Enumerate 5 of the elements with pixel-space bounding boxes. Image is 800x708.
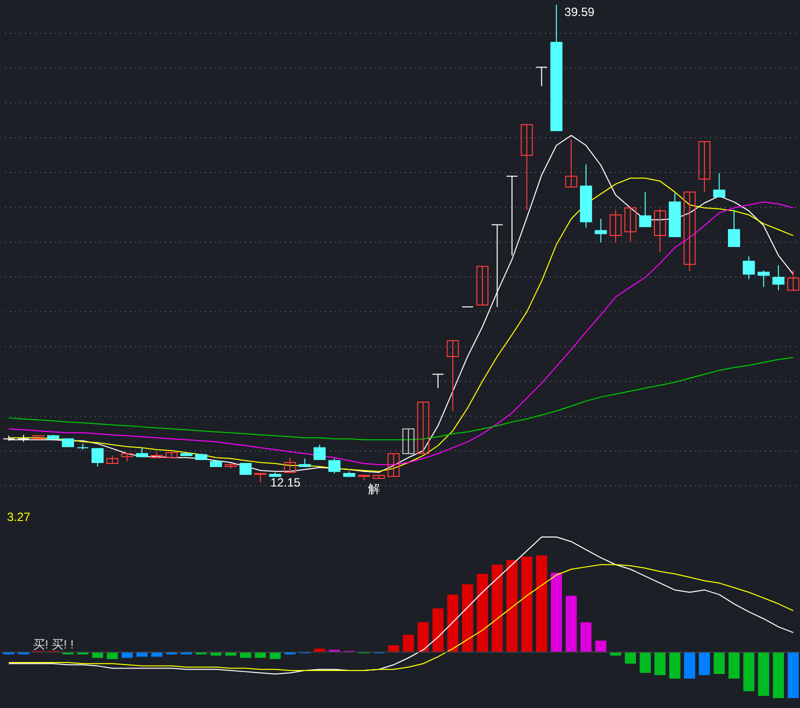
annotation: 买! 买! ! bbox=[33, 638, 74, 652]
annotation: 39.59 bbox=[564, 4, 595, 19]
annotation: 12.15 bbox=[270, 475, 301, 490]
annotation: 解 bbox=[368, 482, 380, 496]
text: 3.27 bbox=[7, 510, 31, 524]
